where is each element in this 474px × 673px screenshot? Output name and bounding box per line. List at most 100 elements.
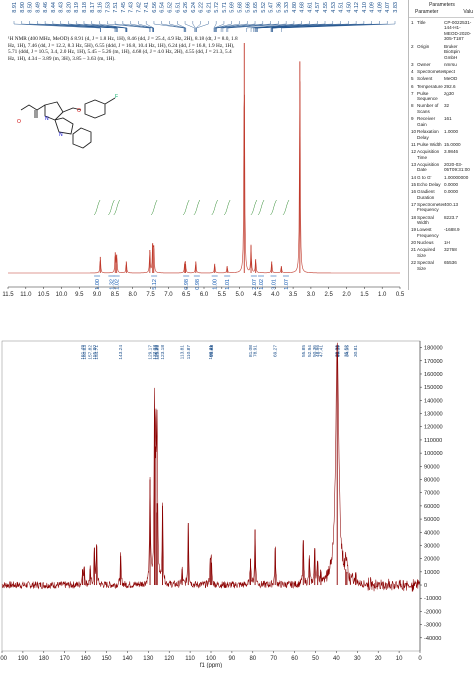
c-x-tick-label: 80 — [249, 656, 256, 662]
parameter-index: 1 — [411, 19, 414, 25]
h-peak-label: 4.53 — [331, 2, 337, 13]
c-y-tick-label: -30000 — [424, 623, 441, 629]
h-peak-label: 4.50 — [346, 2, 352, 13]
h-integral-value: 2.07 — [252, 279, 258, 290]
h-peak-label: 6.54 — [160, 2, 166, 13]
h-x-tick-label: 6.0 — [200, 292, 209, 298]
h-peak-label-leader — [177, 21, 187, 32]
h-integral-value: 1.00 — [213, 279, 219, 290]
parameter-label: Echo Delay — [417, 181, 441, 187]
parameter-value: 3.9846 — [444, 149, 459, 154]
c-y-tick-label: 60000 — [424, 504, 440, 510]
c-y-tick-label: 180000 — [424, 346, 443, 352]
h-integral-value: 0.98 — [184, 279, 190, 290]
h-peak-label: 8.90 — [20, 2, 26, 13]
h-x-tick-label: 10.0 — [56, 292, 68, 298]
h-peak-label-leader — [153, 21, 185, 32]
h-peak-label: 4.09 — [377, 2, 383, 13]
h-peak-label-leader — [76, 21, 127, 32]
parameter-index: 16 — [411, 188, 417, 194]
parameter-index: 18 — [411, 214, 417, 220]
h-x-tick-label: 7.0 — [164, 292, 173, 298]
h-integral-value: 5.12 — [152, 279, 158, 290]
h-peak-label: 8.19 — [74, 2, 80, 13]
h-peak-label: 6.26 — [183, 2, 189, 13]
c-peak-label: 127.03 — [152, 345, 158, 360]
h-peak-label: 5.71 — [222, 2, 228, 13]
h-x-tick-label: 4.0 — [271, 292, 280, 298]
molecule-triazole-n: N — [59, 132, 63, 138]
parameter-value: 2020-03-05T09:31:00 — [444, 161, 470, 173]
parameter-row: 14 G to G' 1.00000000 — [409, 175, 474, 181]
h-integral-value: 1.02 — [259, 279, 265, 290]
c-peak-label: 154.71 — [94, 345, 100, 360]
h-peak-label: 8.18 — [82, 2, 88, 13]
h-peak-label: 5.66 — [245, 2, 251, 13]
c-peak-label: 161.49 — [80, 345, 86, 360]
h-peak-label: 8.16 — [98, 2, 104, 13]
parameter-row: 9 Receiver Gain 161 — [409, 116, 474, 127]
h-peak-label-leader — [222, 21, 271, 32]
c-peak-label: 143.24 — [118, 345, 124, 360]
parameter-row: 10 Relaxation Delay 1.0000 — [409, 129, 474, 140]
h-nmr-description: ¹H NMR (400 MHz, MeOD) δ 8.91 (d, J = 1.… — [8, 36, 238, 62]
h-peak-label-leader — [44, 21, 117, 32]
h-peak-label-leader — [29, 21, 116, 32]
parameter-value: 161 — [444, 116, 452, 122]
h-integral-curve — [113, 199, 120, 216]
c-peak-label: 99.88 — [209, 345, 215, 357]
parameter-index: 12 — [411, 149, 417, 154]
h-peak-label: 7.41 — [144, 2, 150, 13]
c-peak-label: 39.82 — [334, 345, 340, 357]
parameter-index: 9 — [411, 116, 414, 122]
c-y-tick-label: -10000 — [424, 596, 441, 602]
h-peak-label: 3.83 — [393, 2, 399, 13]
h-peak-label-leader — [21, 21, 101, 32]
h-peak-label-leader — [192, 21, 196, 32]
h-integral-value: 3.01 — [271, 279, 277, 290]
h-peak-label: 4.12 — [354, 2, 360, 13]
c-x-tick-label: 0 — [418, 656, 422, 662]
h-x-tick-label: 2.5 — [325, 292, 334, 298]
c-y-tick-label: -20000 — [424, 609, 441, 615]
molecule-atom-n: N — [45, 116, 49, 122]
parameter-value: -1688.9 — [444, 227, 460, 233]
c-peak-label: 47.41 — [318, 345, 324, 357]
parameter-label: Acquisition Date — [417, 161, 440, 173]
parameter-value: 1H — [444, 240, 450, 246]
parameter-label: Spectrometer — [417, 69, 445, 75]
c-x-tick-label: 70 — [270, 656, 277, 662]
c-y-tick-label: 90000 — [424, 464, 440, 470]
parameter-label: Nucleus — [417, 240, 434, 246]
c-peak-label: 157.82 — [88, 345, 94, 360]
c-peak-label: 129.17 — [148, 345, 154, 360]
parameter-value: zg30 — [444, 90, 454, 96]
parameter-rows: 1 Title CP-0022531-144-H1-MEOD-2020-305-T1… — [409, 20, 474, 272]
h-integral-value: 1.32 — [109, 279, 115, 290]
parameter-label: Receiver Gain — [417, 116, 436, 127]
molecule-cf3: F — [115, 94, 118, 100]
h-x-tick-label: 8.0 — [129, 292, 138, 298]
h-peak-label-leader — [37, 21, 116, 32]
h-integral-curve — [150, 199, 158, 216]
parameter-row: 12 Acquisition Time 3.9846 — [409, 149, 474, 160]
c-x-tick-label: 120 — [164, 656, 175, 662]
h-x-tick-label: 7.5 — [146, 292, 155, 298]
h-integral-value: 1.07 — [284, 279, 290, 290]
c-x-tick-label: 170 — [60, 656, 71, 662]
h-peak-label: 4.68 — [300, 2, 306, 13]
h-peak-label: 7.45 — [121, 2, 127, 13]
h-peak-label: 8.91 — [12, 2, 18, 13]
h-x-tick-label: 4.5 — [253, 292, 262, 298]
parameter-value: 0.0000 — [444, 181, 459, 187]
h-peak-label: 8.46 — [43, 2, 49, 13]
h-peak-label: 7.42 — [136, 2, 142, 13]
c-peak-label: 125.73 — [155, 345, 161, 360]
h-peak-label: 5.36 — [276, 2, 282, 13]
c-y-tick-label: -40000 — [424, 636, 441, 642]
parameter-value: 65536 — [444, 260, 457, 266]
h-integral-value: 1.00 — [95, 279, 101, 290]
h-peak-label-leader — [281, 21, 396, 32]
parameter-value: 32768 — [444, 247, 457, 253]
c-x-tick-label: 30 — [354, 656, 361, 662]
